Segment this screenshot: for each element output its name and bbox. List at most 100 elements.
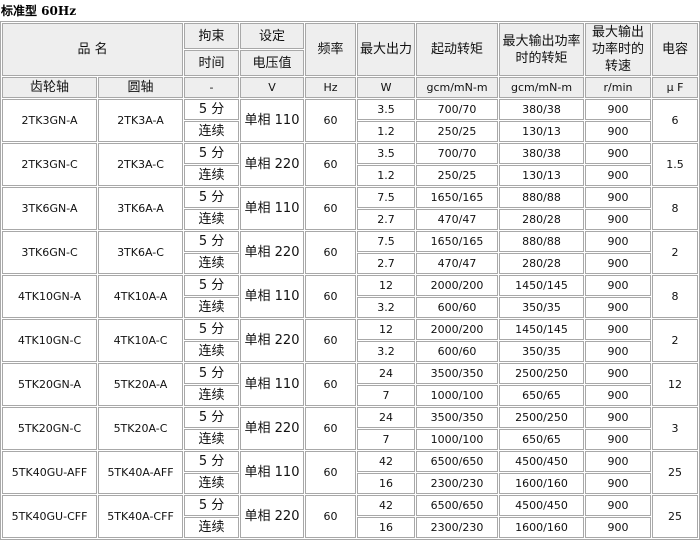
start-torque: 1650/165: [416, 187, 499, 208]
rated-speed: 900: [585, 451, 652, 472]
brake-time: 连续: [184, 429, 240, 450]
round-shaft-model: 5TK40A-CFF: [98, 495, 184, 538]
round-shaft-model: 5TK20A-A: [98, 363, 184, 406]
table-row: 连续 3.2 600/60 350/35 900: [2, 297, 698, 318]
brake-time: 连续: [184, 297, 240, 318]
gear-shaft-model: 4TK10GN-C: [2, 319, 97, 362]
rated-torque: 130/13: [499, 121, 585, 142]
brake-time: 连续: [184, 341, 240, 362]
table-row: 3TK6GN-C 3TK6A-C 5 分单相 220 60 7.5 1650/165 880…: [2, 231, 698, 274]
max-power: 3.2: [357, 297, 416, 318]
capacitor: 25: [652, 451, 698, 494]
rated-speed: 900: [585, 473, 652, 494]
rated-speed: 900: [585, 209, 652, 230]
rated-speed: 900: [585, 99, 652, 120]
brake-time: 连续: [184, 473, 240, 494]
frequency: 60: [305, 187, 357, 230]
voltage: 单相 220: [240, 495, 305, 538]
page-title: 标准型 60Hz: [1, 4, 77, 18]
round-shaft-model: 3TK6A-A: [98, 187, 184, 230]
header-brake-1: 拘束: [184, 23, 240, 49]
unit-cell: Hz: [305, 77, 357, 98]
unit-cell: W: [357, 77, 416, 98]
table-row: 2TK3GN-A 2TK3A-A 5 分单相 110 60 3.5 700/70 380/3…: [2, 99, 698, 142]
rated-torque: 1600/160: [499, 517, 585, 538]
table-row: 连续 1.2 250/25 130/13 900: [2, 165, 698, 186]
gear-shaft-model: 4TK10GN-A: [2, 275, 97, 318]
frequency: 60: [305, 451, 357, 494]
start-torque: 2000/200: [416, 275, 499, 296]
rated-speed: 900: [585, 319, 652, 340]
table-row: 4TK10GN-A 4TK10A-A 5 分单相 110 60 12 2000/200 14…: [2, 275, 698, 318]
brake-time: 连续: [184, 209, 240, 230]
max-power: 42: [357, 495, 416, 516]
header-volt-1: 设定: [240, 23, 305, 49]
rated-torque: 2500/250: [499, 407, 585, 428]
table-row: 连续 7 1000/100 650/65 900: [2, 385, 698, 406]
frequency: 60: [305, 363, 357, 406]
round-shaft-model: 4TK10A-C: [98, 319, 184, 362]
capacitor: 8: [652, 275, 698, 318]
rated-speed: 900: [585, 495, 652, 516]
rated-speed: 900: [585, 517, 652, 538]
rated-speed: 900: [585, 253, 652, 274]
brake-time: 5 分: [184, 407, 240, 428]
rated-speed: 900: [585, 121, 652, 142]
unit-cell: μ F: [652, 77, 698, 98]
brake-time: 5 分: [184, 231, 240, 252]
frequency: 60: [305, 143, 357, 186]
rated-torque: 650/65: [499, 429, 585, 450]
start-torque: 2000/200: [416, 319, 499, 340]
table-row: 连续 16 2300/230 1600/160 900: [2, 473, 698, 494]
rated-torque: 130/13: [499, 165, 585, 186]
max-power: 42: [357, 451, 416, 472]
frequency: 60: [305, 275, 357, 318]
rated-torque: 1450/145: [499, 319, 585, 340]
start-torque: 1000/100: [416, 385, 499, 406]
start-torque: 1650/165: [416, 231, 499, 252]
unit-cell: 齿轮轴: [2, 77, 97, 98]
rated-torque: 280/28: [499, 253, 585, 274]
rated-torque: 2500/250: [499, 363, 585, 384]
capacitor: 25: [652, 495, 698, 538]
rated-speed: 900: [585, 231, 652, 252]
brake-time: 5 分: [184, 363, 240, 384]
brake-time: 5 分: [184, 451, 240, 472]
voltage: 单相 110: [240, 187, 305, 230]
table-row: 连续 2.7 470/47 280/28 900: [2, 253, 698, 274]
table-row: 连续 3.2 600/60 350/35 900: [2, 341, 698, 362]
start-torque: 700/70: [416, 99, 499, 120]
gear-shaft-model: 5TK40GU-AFF: [2, 451, 97, 494]
brake-time: 连续: [184, 121, 240, 142]
frequency: 60: [305, 407, 357, 450]
gear-shaft-model: 2TK3GN-A: [2, 99, 97, 142]
rated-torque: 4500/450: [499, 451, 585, 472]
start-torque: 600/60: [416, 341, 499, 362]
capacitor: 12: [652, 363, 698, 406]
gear-shaft-model: 3TK6GN-A: [2, 187, 97, 230]
max-power: 2.7: [357, 253, 416, 274]
max-power: 24: [357, 407, 416, 428]
start-torque: 2300/230: [416, 517, 499, 538]
header-brake-2: 时间: [184, 50, 240, 76]
max-power: 7: [357, 429, 416, 450]
start-torque: 470/47: [416, 253, 499, 274]
brake-time: 5 分: [184, 187, 240, 208]
max-power: 3.2: [357, 341, 416, 362]
table-row: 5TK20GN-A 5TK20A-A 5 分单相 110 60 24 3500/350 25…: [2, 363, 698, 406]
max-power: 24: [357, 363, 416, 384]
header-volt-2: 电压值: [240, 50, 305, 76]
header-power: 最大出力: [357, 23, 416, 76]
table-row: 连续 2.7 470/47 280/28 900: [2, 209, 698, 230]
frequency: 60: [305, 319, 357, 362]
frequency: 60: [305, 99, 357, 142]
max-power: 7.5: [357, 231, 416, 252]
unit-cell: -: [184, 77, 240, 98]
unit-cell: gcm/mN-m: [416, 77, 499, 98]
unit-cell: V: [240, 77, 305, 98]
rated-speed: 900: [585, 341, 652, 362]
frequency: 60: [305, 495, 357, 538]
rated-torque: 1600/160: [499, 473, 585, 494]
max-power: 12: [357, 319, 416, 340]
table-row: 3TK6GN-A 3TK6A-A 5 分单相 110 60 7.5 1650/165 880…: [2, 187, 698, 230]
